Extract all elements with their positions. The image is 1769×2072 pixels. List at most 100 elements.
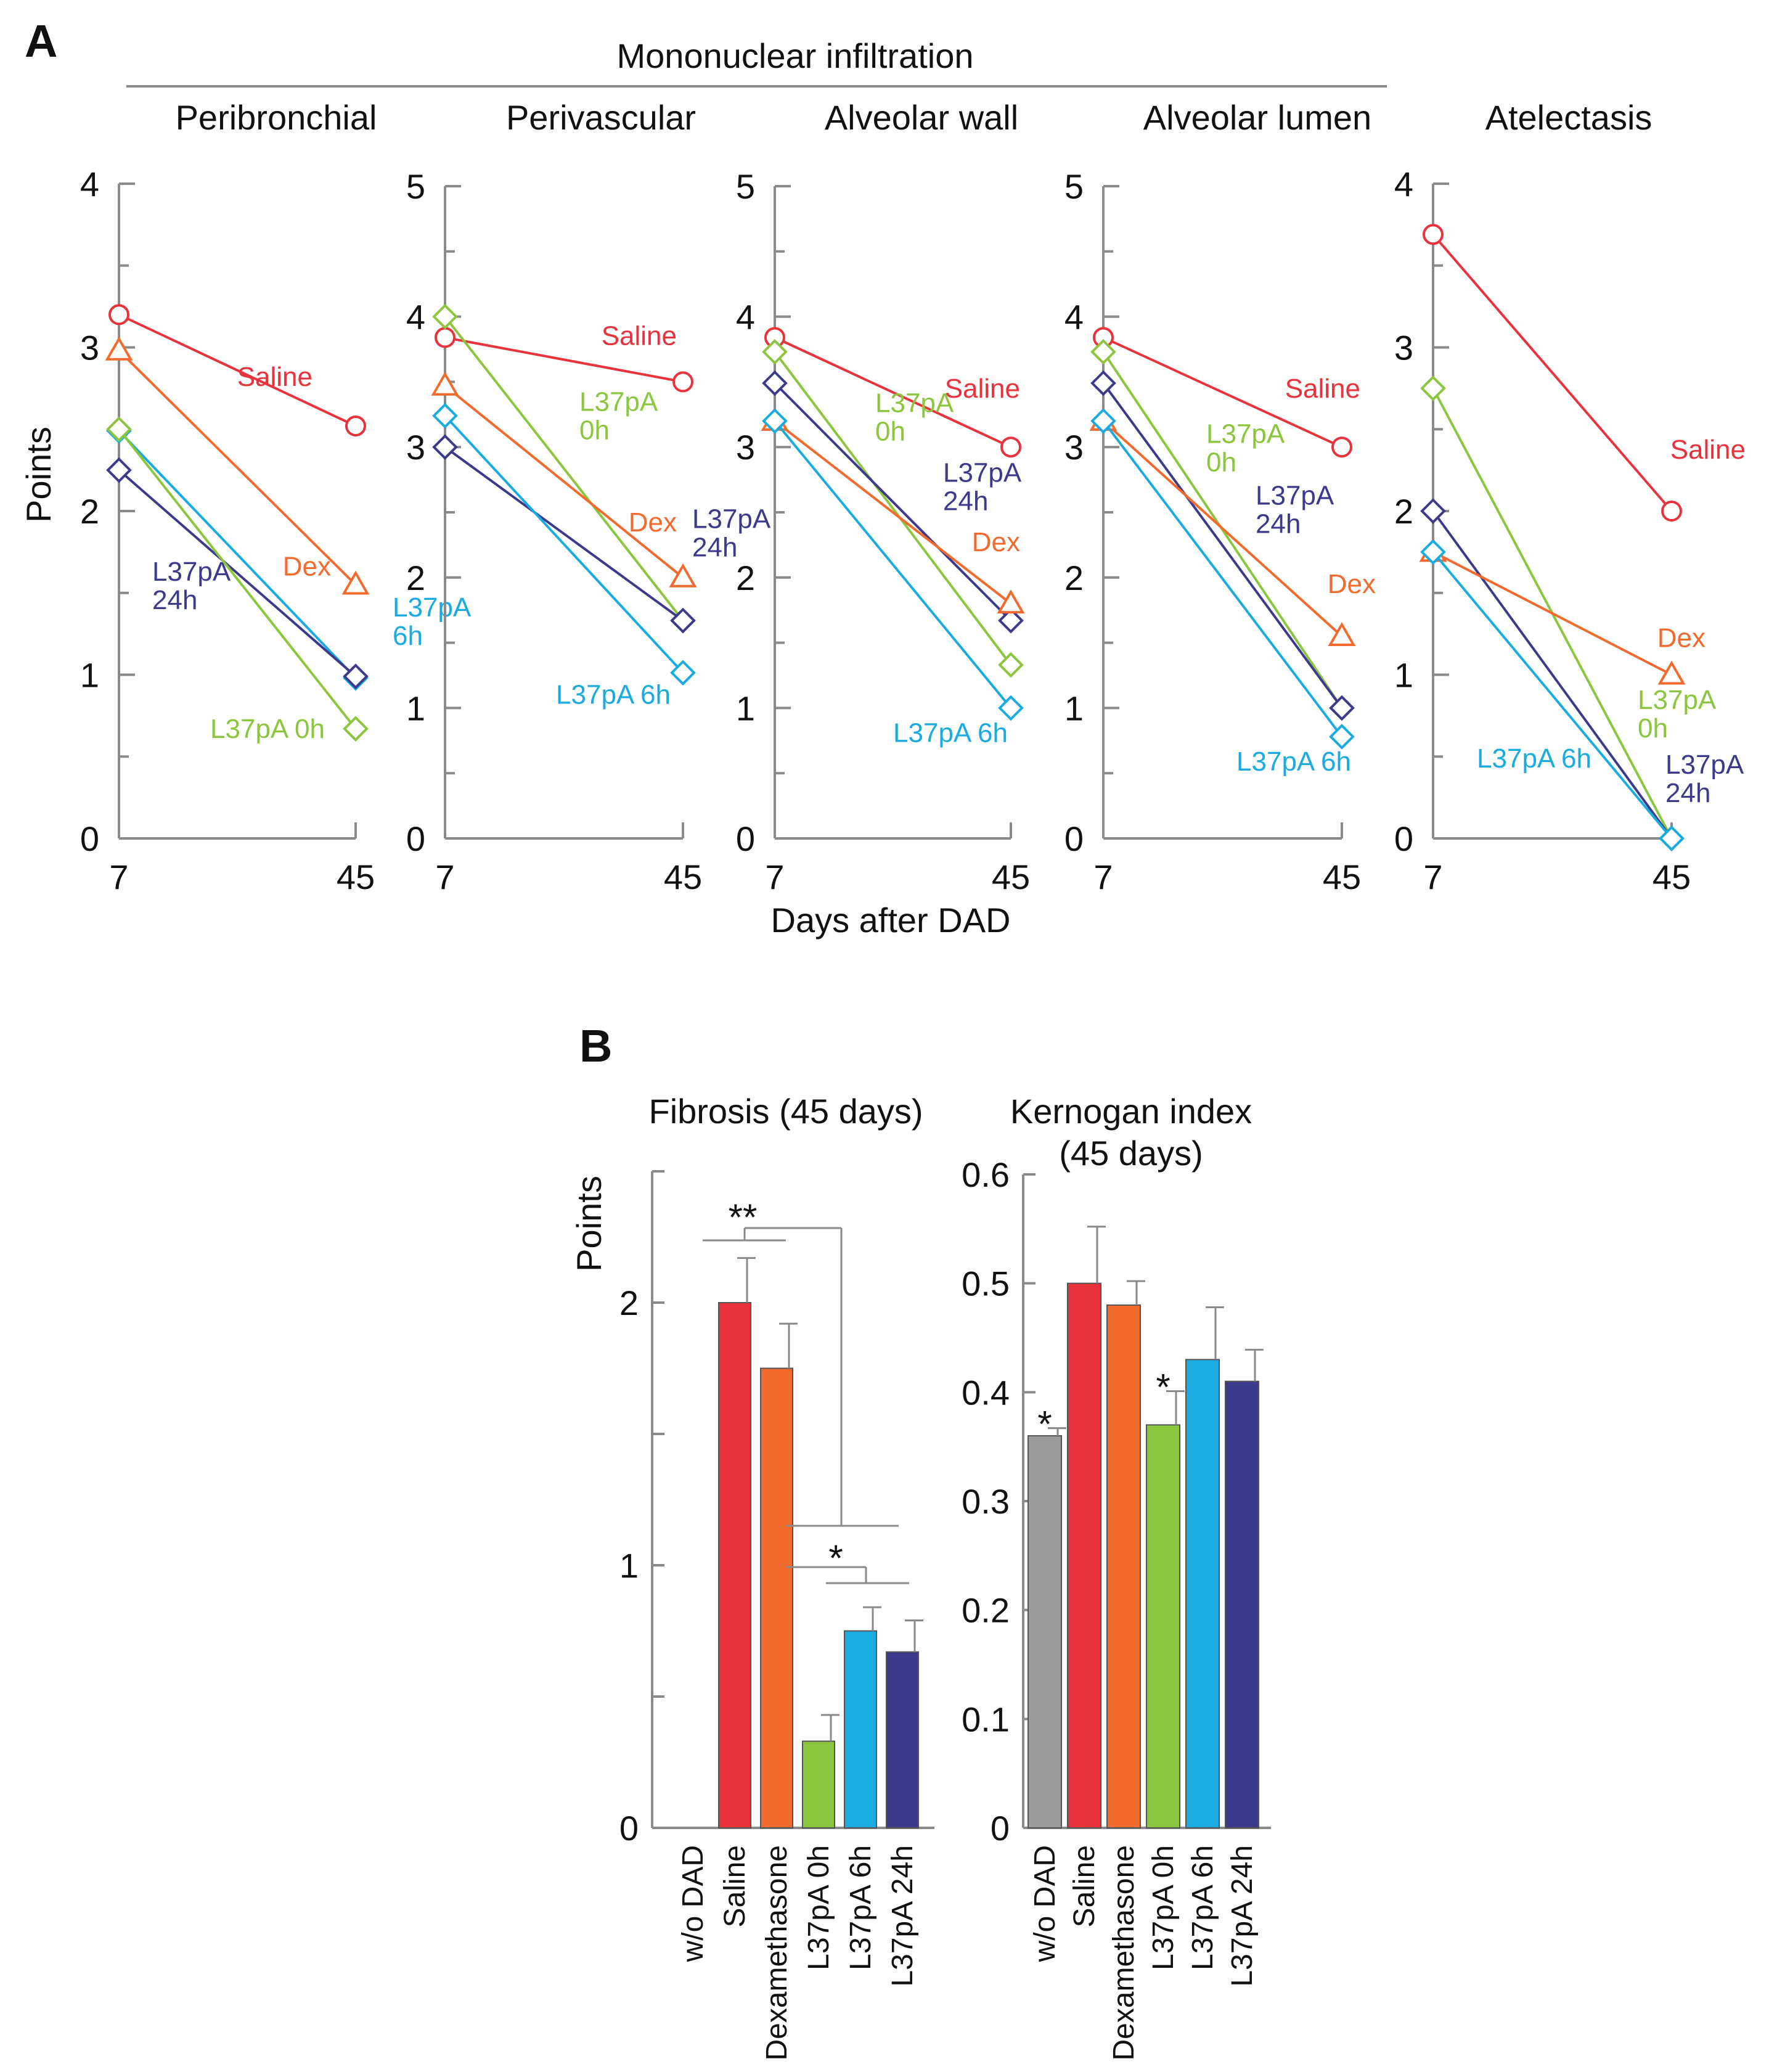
series-label-l0: 0h <box>1206 447 1236 477</box>
point-l0 <box>432 303 458 330</box>
point-dex <box>1328 622 1356 647</box>
y-tick-label: 0.3 <box>962 1482 1010 1521</box>
x-tick-label: 45 <box>664 858 702 896</box>
series-label-l6: L37pA <box>393 592 472 623</box>
significance-marker: * <box>828 1538 843 1579</box>
series-label-saline: Saline <box>1670 435 1746 465</box>
series-line-saline <box>1432 233 1673 512</box>
y-tick-label: 0 <box>619 1809 639 1848</box>
series-line-saline <box>774 336 1011 449</box>
series-label-l0: L37pA <box>875 388 954 419</box>
bar-dex <box>1106 1304 1141 1828</box>
y-tick-label: 1 <box>80 656 99 695</box>
point-dex <box>669 563 697 588</box>
series-label-l0: L37pA 0h <box>210 714 325 744</box>
fibrosis-title: Fibrosis (45 days) <box>648 1092 923 1131</box>
bar-l6 <box>1185 1359 1220 1828</box>
point-l24 <box>343 663 369 689</box>
point-saline <box>435 327 456 348</box>
significance-marker: * <box>1037 1404 1052 1445</box>
y-tick-label: 2 <box>1394 492 1413 531</box>
chart-title: Alveolar wall <box>825 98 1018 137</box>
bar-l0 <box>1146 1424 1180 1828</box>
point-saline <box>1423 224 1444 245</box>
x-tick-label: 7 <box>1093 858 1113 896</box>
category-label: L37pA 24h <box>1226 1845 1259 1987</box>
point-l24 <box>106 457 132 483</box>
chart-title: Atelectasis <box>1485 98 1653 137</box>
y-tick-label: 2 <box>80 492 99 531</box>
category-label: Dexamethasone <box>1108 1845 1140 2061</box>
series-label-dex: Dex <box>283 551 331 581</box>
series-line-dex <box>1432 551 1672 676</box>
series-label-l6: L37pA 6h <box>1236 747 1351 777</box>
bar-wo <box>1027 1435 1062 1828</box>
point-l6 <box>762 408 788 434</box>
panel-a-letter: A <box>25 15 57 67</box>
y-tick-label: 3 <box>1394 329 1413 367</box>
series-line-l0 <box>774 351 1012 666</box>
point-l6 <box>1659 825 1685 851</box>
point-l0 <box>343 716 369 742</box>
bar-l24 <box>1225 1380 1259 1829</box>
category-label: L37pA 6h <box>1187 1845 1219 1970</box>
y-tick-label: 1 <box>619 1546 639 1585</box>
y-tick-label: 0.5 <box>962 1264 1010 1303</box>
y-tick-label: 4 <box>80 165 99 203</box>
series-label-dex: Dex <box>972 527 1020 557</box>
panel-a-ylabel: Points <box>19 427 58 523</box>
y-tick-label: 4 <box>406 298 425 337</box>
point-dex <box>341 570 370 595</box>
point-l0 <box>998 652 1024 678</box>
category-label: L37pA 0h <box>803 1845 835 1970</box>
x-tick-label: 7 <box>435 858 454 896</box>
series-line-dex <box>1102 420 1343 637</box>
y-tick-label: 0.2 <box>962 1591 1010 1630</box>
y-tick-label: 1 <box>736 689 755 727</box>
x-tick-label: 7 <box>109 858 128 896</box>
panel-a-xlabel: Days after DAD <box>771 901 1011 940</box>
series-line-dex <box>444 385 684 579</box>
bar-chart-ker: 0 0.1 0.2 0.3 0.4 0.5 0.6 w/o DAD Saline Dexameth… <box>962 1155 1271 2061</box>
y-tick-label: 4 <box>1394 165 1413 203</box>
y-tick-label: 0 <box>80 819 99 858</box>
chart-title: Peribronchial <box>176 98 377 137</box>
point-dex <box>1657 660 1686 685</box>
chart-title: Alveolar lumen <box>1143 98 1371 137</box>
y-tick-label: 1 <box>1394 656 1413 695</box>
point-l6 <box>670 660 696 686</box>
category-label: Saline <box>1068 1845 1101 1927</box>
series-line-l6 <box>118 430 357 679</box>
point-l0 <box>1090 338 1116 365</box>
y-tick-label: 2 <box>619 1284 639 1322</box>
category-label: Saline <box>719 1845 751 1927</box>
series-label-l0: 0h <box>579 416 610 446</box>
bar-l0 <box>802 1740 835 1828</box>
bar-chart-fib: 0 1 2 w/o DAD Saline Dexamethasone L37pA 0h L37… <box>619 1170 934 2061</box>
series-label-l6: L37pA 6h <box>893 718 1008 748</box>
point-l24 <box>762 370 788 396</box>
y-tick-label: 2 <box>736 559 755 597</box>
y-tick-label: 1 <box>406 689 425 727</box>
point-saline <box>672 371 693 393</box>
chart-title: Perivascular <box>506 98 696 137</box>
point-l6 <box>1329 724 1355 750</box>
y-tick-label: 0.1 <box>962 1700 1010 1738</box>
bar-saline <box>718 1302 751 1828</box>
x-tick-label: 45 <box>1653 858 1691 896</box>
x-tick-label: 45 <box>992 858 1030 896</box>
series-line-l24 <box>774 382 1012 622</box>
series-label-l24: L37pA <box>1665 750 1744 780</box>
point-l6 <box>1420 539 1446 565</box>
series-label-dex: Dex <box>1328 569 1376 599</box>
point-saline <box>108 304 129 326</box>
bar-saline <box>1067 1282 1101 1829</box>
series-line-saline <box>444 336 684 383</box>
point-dex <box>997 589 1025 614</box>
kernogan-title-line1: Kernogan index <box>1010 1092 1252 1131</box>
category-label: Dexamethasone <box>761 1845 793 2061</box>
